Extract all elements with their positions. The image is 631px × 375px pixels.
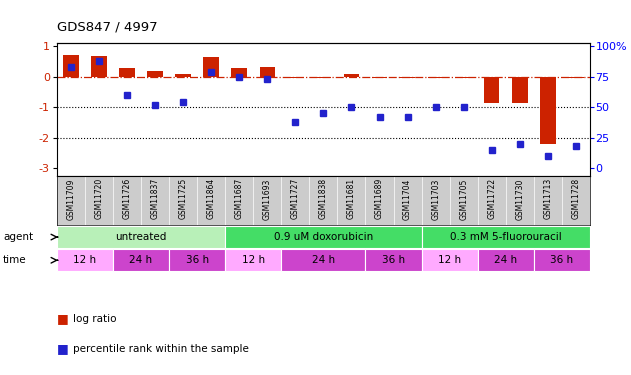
Bar (540, 76, 556, 144)
Bar (288, 76, 303, 78)
Text: GSM11726: GSM11726 (122, 178, 131, 219)
Bar (91, 56, 107, 76)
Text: GSM11713: GSM11713 (543, 178, 552, 219)
Bar (456, 76, 471, 78)
Bar (113, 249, 169, 272)
Text: GSM11689: GSM11689 (375, 178, 384, 219)
Text: time: time (3, 255, 27, 265)
Text: 36 h: 36 h (550, 255, 574, 265)
Text: 36 h: 36 h (382, 255, 405, 265)
Bar (169, 249, 225, 272)
Bar (478, 249, 534, 272)
Text: GSM11838: GSM11838 (319, 178, 328, 219)
Text: 24 h: 24 h (312, 255, 335, 265)
Bar (57, 226, 225, 248)
Text: GSM11709: GSM11709 (66, 178, 75, 220)
Text: untreated: untreated (115, 232, 167, 242)
Bar (316, 76, 331, 78)
Bar (569, 76, 584, 78)
Bar (232, 68, 247, 76)
Bar (57, 249, 113, 272)
Bar (225, 226, 422, 248)
Bar (428, 76, 444, 78)
Text: log ratio: log ratio (73, 314, 116, 324)
Text: ■: ■ (57, 312, 69, 325)
Bar (484, 76, 500, 104)
Text: GSM11693: GSM11693 (262, 178, 272, 220)
Text: agent: agent (3, 232, 33, 242)
Bar (147, 71, 163, 76)
Bar (175, 74, 191, 76)
Bar (422, 226, 590, 248)
Bar (259, 67, 275, 76)
Bar (281, 249, 365, 272)
Text: 12 h: 12 h (73, 255, 97, 265)
Bar (372, 76, 387, 78)
Text: GSM11727: GSM11727 (291, 178, 300, 219)
Text: 0.9 uM doxorubicin: 0.9 uM doxorubicin (274, 232, 373, 242)
Text: GSM11725: GSM11725 (179, 178, 187, 219)
Text: percentile rank within the sample: percentile rank within the sample (73, 344, 249, 354)
Text: ■: ■ (57, 342, 69, 355)
Bar (203, 57, 219, 76)
Text: GSM11704: GSM11704 (403, 178, 412, 220)
Text: GSM11705: GSM11705 (459, 178, 468, 220)
Bar (225, 249, 281, 272)
Text: GSM11728: GSM11728 (572, 178, 581, 219)
Text: GSM11687: GSM11687 (235, 178, 244, 219)
Text: 36 h: 36 h (186, 255, 209, 265)
Text: GSM11703: GSM11703 (431, 178, 440, 220)
Text: GSM11864: GSM11864 (206, 178, 216, 219)
Text: 0.3 mM 5-fluorouracil: 0.3 mM 5-fluorouracil (450, 232, 562, 242)
Bar (534, 249, 590, 272)
Text: GSM11837: GSM11837 (151, 178, 160, 219)
Text: 24 h: 24 h (129, 255, 153, 265)
Text: GSM11681: GSM11681 (347, 178, 356, 219)
Text: 24 h: 24 h (494, 255, 517, 265)
Bar (344, 74, 359, 76)
Bar (119, 68, 134, 76)
Bar (422, 249, 478, 272)
Bar (512, 76, 528, 104)
Text: GSM11720: GSM11720 (95, 178, 103, 219)
Text: 12 h: 12 h (242, 255, 265, 265)
Text: GDS847 / 4997: GDS847 / 4997 (57, 21, 157, 34)
Text: GSM11730: GSM11730 (516, 178, 524, 220)
Text: GSM11722: GSM11722 (487, 178, 496, 219)
Bar (63, 55, 78, 76)
Text: 12 h: 12 h (438, 255, 461, 265)
Bar (365, 249, 422, 272)
Bar (400, 76, 415, 78)
